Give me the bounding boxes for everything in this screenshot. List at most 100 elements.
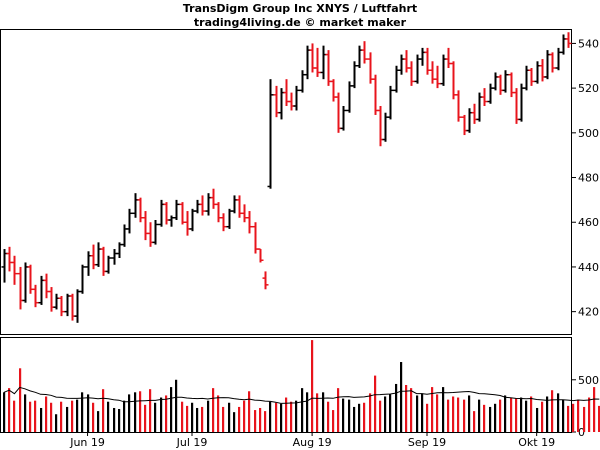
volume-bar [416,395,419,432]
volume-bar [536,407,539,432]
volume-bar [181,401,184,432]
volume-bar [436,394,439,432]
ohlc-bar [32,284,39,308]
ohlc-bar-series [1,32,572,323]
ohlc-bar [194,199,201,214]
ohlc-bar [288,92,295,111]
volume-panel-frame [0,337,572,433]
ohlc-bar [293,85,300,111]
volume-bar [504,395,507,432]
volume-bar [447,399,450,432]
volume-bar [34,400,37,432]
volume-bar [405,385,408,432]
ohlc-bar [528,68,535,86]
volume-bar [316,393,319,432]
volume-bar [128,394,131,432]
volume-bar [342,398,345,432]
volume-bar [92,402,95,432]
volume-bar [593,387,596,432]
date-tick-label: Aug 19 [293,436,332,449]
volume-bar [322,392,325,432]
volume-bar [81,392,84,432]
ohlc-bar [518,83,525,122]
volume-bar [50,402,53,432]
volume-bar [154,402,157,432]
volume-bar [264,411,267,432]
volume-bar [442,387,445,432]
ohlc-bar [132,193,139,218]
ohlc-bar [43,273,50,299]
volume-bar [567,405,570,432]
volume-bar [102,389,105,432]
ohlc-bar [330,79,337,102]
chart-subtitle: trading4living.de © market maker [194,16,407,29]
volume-bar [379,400,382,432]
ohlc-bar [74,289,81,323]
ohlc-bar [372,74,379,115]
volume-tick-label: 0 [578,426,585,439]
ohlc-bar [445,47,452,68]
ohlc-bar [299,70,306,93]
price-panel-frame [0,29,572,335]
ohlc-bar [226,208,233,229]
volume-bar [384,396,387,432]
ohlc-bar [513,88,520,124]
price-axis: 420 440 460 480 500 520 540 [572,37,599,319]
ohlc-bar [481,88,488,106]
volume-bar [280,403,283,432]
ohlc-bar [231,195,238,214]
volume-bar [598,405,600,432]
ohlc-bar [210,188,217,209]
volume-bar [473,411,476,432]
volume-bar [577,399,580,432]
volume-bar [410,388,413,432]
ohlc-bar [320,45,327,80]
ohlc-bar [335,92,342,133]
volume-bar [60,401,63,432]
ohlc-bar [173,199,180,220]
ohlc-bar [466,108,473,133]
volume-bar [207,400,210,432]
ohlc-bar [502,70,509,93]
ohlc-bar [549,52,556,73]
ohlc-bar [11,255,18,285]
volume-bar [285,397,288,432]
ohlc-bar [152,220,159,245]
volume-bar [3,392,6,432]
date-tick-label: Sep 19 [408,436,446,449]
volume-bar [144,404,147,432]
volume-bar [55,414,58,432]
volume-bar [243,400,246,432]
ohlc-bar [121,224,128,247]
volume-bar [248,391,251,432]
ohlc-bar [189,208,196,232]
ohlc-bar [565,32,572,48]
ohlc-bar [137,197,144,223]
ohlc-bar [199,195,206,216]
volume-bar [301,388,304,432]
ohlc-bar [471,103,478,124]
volume-bar [468,395,471,432]
date-tick-label: Okt 19 [518,436,555,449]
ohlc-bar [523,65,530,91]
volume-bar [358,403,361,432]
volume-bar [311,340,314,432]
volume-bar [212,388,215,432]
volume-bar [165,395,168,432]
ohlc-bar [111,249,118,265]
volume-bar [160,397,163,432]
volume-bar [71,400,74,432]
ohlc-bar [184,211,191,236]
volume-bar [426,403,429,432]
price-tick-label: 540 [578,37,599,50]
volume-bar [186,405,189,432]
volume-bar [348,399,351,432]
volume-bar [196,407,199,432]
ohlc-bar [461,114,468,136]
volume-bar [87,394,90,432]
volume-bar [572,403,575,432]
volume-bar [201,406,204,432]
ohlc-bar [340,106,347,131]
ohlc-bar [560,34,567,55]
